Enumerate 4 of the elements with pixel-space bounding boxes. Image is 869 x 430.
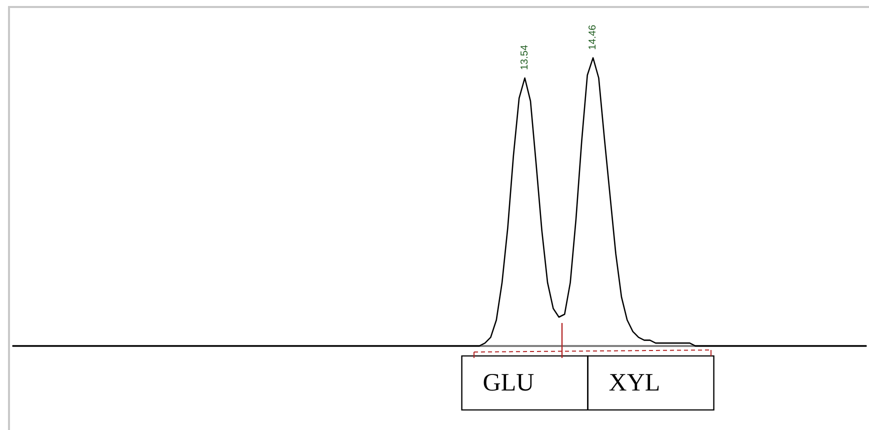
text: 14.46 (588, 24, 599, 50)
text: XYL (608, 369, 660, 396)
annotation: 13.54 (519, 44, 530, 70)
text: GLU (482, 369, 534, 396)
